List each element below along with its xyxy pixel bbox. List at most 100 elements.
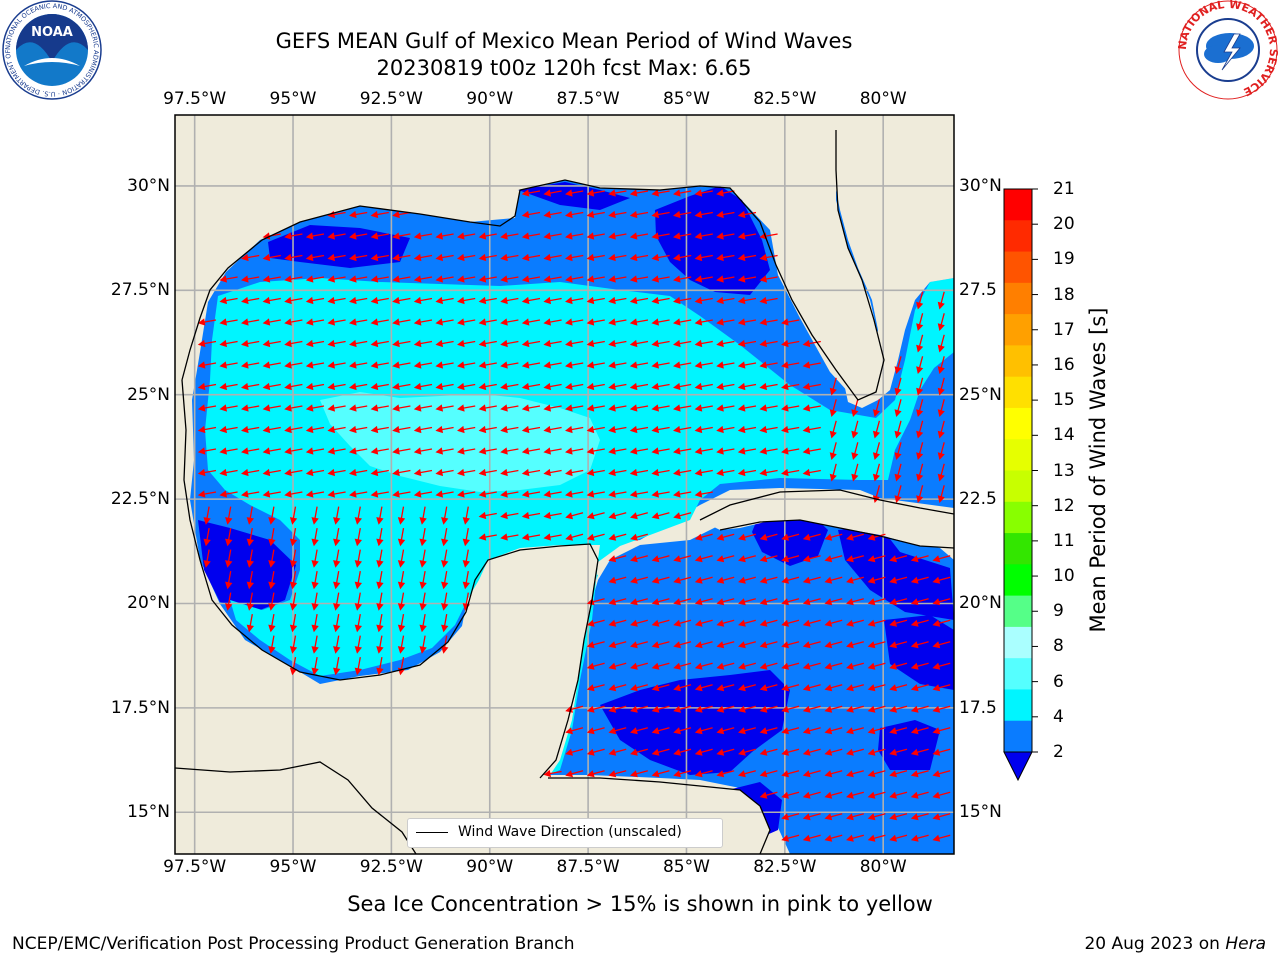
legend-label: Wind Wave Direction (unscaled) bbox=[458, 824, 682, 840]
wave-direction-arrow bbox=[586, 748, 605, 756]
wave-direction-arrow bbox=[219, 490, 238, 498]
lon-tick-label-bottom: 87.5°W bbox=[556, 857, 620, 877]
wave-direction-arrow bbox=[457, 382, 476, 391]
wave-direction-arrow bbox=[937, 377, 945, 396]
wave-direction-arrow bbox=[608, 296, 627, 305]
wave-direction-arrow bbox=[851, 420, 859, 439]
wave-direction-arrow bbox=[349, 253, 368, 262]
colorbar-tick-label: 13 bbox=[1053, 460, 1075, 481]
wave-direction-arrow bbox=[802, 770, 821, 778]
wave-direction-arrow bbox=[370, 275, 389, 283]
wave-direction-arrow bbox=[327, 382, 346, 391]
wave-direction-arrow bbox=[802, 339, 821, 348]
wave-direction-arrow bbox=[608, 533, 627, 541]
colorbar-tick-label: 20 bbox=[1053, 214, 1075, 235]
wave-direction-arrow bbox=[586, 232, 605, 240]
wave-direction-arrow bbox=[349, 490, 368, 498]
wave-direction-arrow bbox=[932, 748, 951, 756]
wave-direction-arrow bbox=[759, 253, 778, 262]
wave-direction-arrow bbox=[716, 533, 735, 541]
lat-tick-label-right: 20°N bbox=[959, 593, 1002, 614]
wave-direction-arrow bbox=[737, 468, 757, 477]
wave-direction-arrow bbox=[629, 361, 649, 369]
wave-direction-arrow bbox=[759, 641, 778, 649]
wave-direction-arrow bbox=[629, 382, 649, 391]
wave-direction-arrow bbox=[311, 592, 319, 611]
wave-direction-arrow bbox=[305, 468, 325, 477]
wave-direction-arrow bbox=[219, 296, 238, 305]
wave-direction-arrow bbox=[824, 770, 843, 778]
wave-direction-arrow bbox=[889, 555, 908, 563]
sea-ice-note: Sea Ice Concentration > 15% is shown in … bbox=[347, 892, 933, 916]
wave-direction-arrow bbox=[608, 468, 627, 477]
wave-direction-arrow bbox=[262, 490, 281, 498]
wave-direction-arrow bbox=[565, 253, 584, 262]
wave-direction-arrow bbox=[521, 339, 541, 348]
wave-direction-arrow bbox=[694, 662, 713, 670]
wave-direction-arrow bbox=[937, 356, 945, 375]
wave-direction-arrow bbox=[435, 382, 454, 391]
wave-direction-arrow bbox=[738, 748, 756, 756]
wave-direction-arrow bbox=[284, 468, 303, 477]
wave-direction-arrow bbox=[846, 770, 864, 778]
wave-direction-arrow bbox=[225, 570, 233, 590]
wave-direction-arrow bbox=[932, 770, 951, 778]
wave-direction-arrow bbox=[586, 296, 605, 305]
wave-direction-arrow bbox=[262, 425, 281, 434]
wave-direction-arrow bbox=[586, 662, 605, 670]
wave-direction-arrow bbox=[457, 404, 476, 412]
wave-direction-arrow bbox=[284, 361, 303, 369]
wave-direction-arrow bbox=[629, 253, 649, 262]
wave-direction-arrow bbox=[867, 598, 886, 606]
wave-direction-arrow bbox=[916, 313, 924, 332]
wave-direction-arrow bbox=[651, 210, 670, 219]
wave-direction-arrow bbox=[268, 506, 276, 525]
wave-direction-arrow bbox=[629, 404, 649, 412]
wave-direction-arrow bbox=[846, 662, 864, 670]
wave-direction-arrow bbox=[197, 318, 217, 326]
wave-direction-arrow bbox=[521, 210, 541, 219]
wave-direction-arrow bbox=[694, 361, 713, 369]
wave-direction-arrow bbox=[478, 533, 497, 541]
wave-direction-arrow bbox=[457, 232, 476, 240]
wave-direction-arrow bbox=[716, 275, 735, 283]
wave-direction-arrow bbox=[435, 447, 454, 455]
colorbar-tick-label: 14 bbox=[1053, 425, 1075, 446]
wave-direction-arrow bbox=[932, 791, 951, 799]
wave-direction-arrow bbox=[851, 399, 859, 418]
wave-direction-arrow bbox=[802, 361, 821, 369]
wave-direction-arrow bbox=[694, 232, 713, 240]
wave-direction-arrow bbox=[397, 613, 406, 633]
wave-direction-arrow bbox=[565, 425, 584, 434]
wave-direction-arrow bbox=[894, 442, 902, 461]
wave-direction-arrow bbox=[889, 834, 908, 842]
wave-direction-arrow bbox=[349, 339, 368, 348]
wave-direction-arrow bbox=[435, 339, 454, 348]
wave-direction-arrow bbox=[289, 592, 298, 611]
wave-direction-arrow bbox=[932, 619, 951, 627]
wave-direction-arrow bbox=[262, 275, 281, 283]
wave-direction-arrow bbox=[673, 361, 692, 369]
colorbar-tick-label: 21 bbox=[1053, 179, 1075, 199]
wave-direction-arrow bbox=[543, 533, 562, 541]
map-legend: Wind Wave Direction (unscaled) bbox=[407, 818, 723, 848]
wave-direction-arrow bbox=[673, 512, 692, 520]
wave-direction-arrow bbox=[716, 468, 735, 477]
wave-direction-arrow bbox=[608, 727, 627, 735]
wave-direction-arrow bbox=[392, 382, 411, 391]
wave-direction-arrow bbox=[694, 253, 713, 262]
wave-direction-arrow bbox=[916, 399, 924, 418]
wave-direction-arrow bbox=[376, 527, 384, 547]
wave-direction-arrow bbox=[333, 635, 341, 654]
wave-direction-arrow bbox=[673, 339, 692, 348]
wave-direction-arrow bbox=[435, 361, 454, 369]
wave-direction-arrow bbox=[716, 253, 735, 262]
wave-direction-arrow bbox=[268, 570, 276, 590]
wave-period-band-6-8 bbox=[320, 392, 600, 492]
wave-direction-arrow bbox=[305, 232, 325, 240]
wave-direction-arrow bbox=[457, 468, 476, 477]
wave-direction-arrow bbox=[500, 404, 519, 412]
wave-direction-arrow bbox=[781, 468, 800, 477]
wave-direction-arrow bbox=[894, 485, 902, 504]
